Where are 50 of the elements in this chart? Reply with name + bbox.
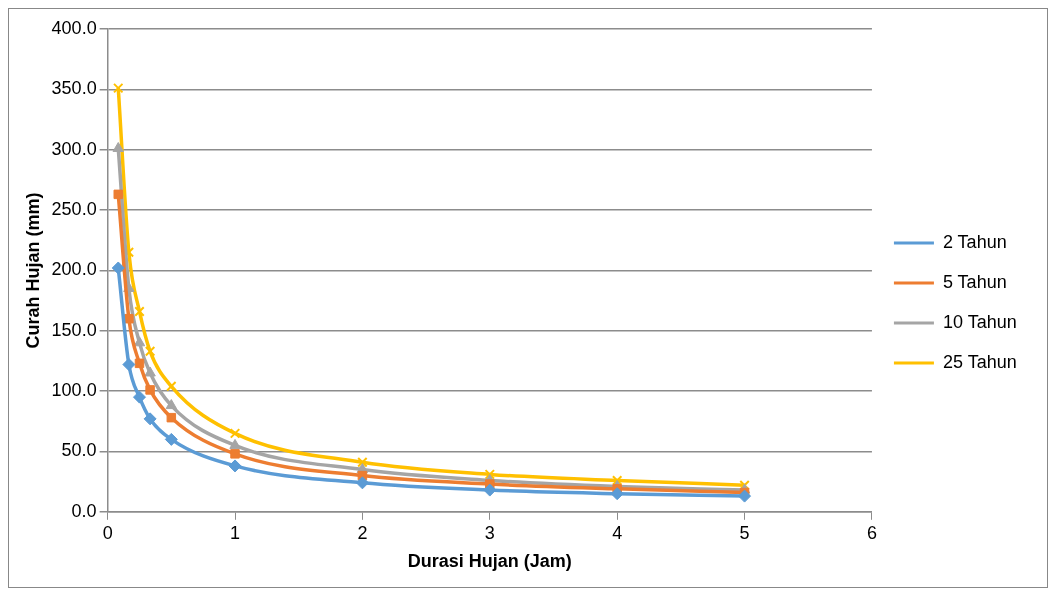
point bbox=[166, 381, 177, 392]
x-tick-label: 5 bbox=[739, 522, 750, 543]
point bbox=[111, 261, 125, 275]
x-tick-label: 4 bbox=[612, 522, 623, 543]
point bbox=[144, 366, 156, 377]
point bbox=[610, 487, 624, 501]
point bbox=[132, 390, 146, 404]
point bbox=[124, 313, 134, 324]
point bbox=[483, 483, 497, 497]
point bbox=[134, 306, 145, 317]
x-tick-label: 2 bbox=[357, 522, 368, 543]
y-tick-label: 200.0 bbox=[51, 259, 97, 280]
point bbox=[738, 489, 752, 503]
point bbox=[112, 141, 124, 152]
point bbox=[145, 385, 155, 395]
point bbox=[164, 432, 178, 446]
point bbox=[122, 358, 136, 372]
point bbox=[484, 469, 496, 480]
point bbox=[144, 346, 156, 357]
point bbox=[355, 476, 369, 490]
y-tick-label: 250.0 bbox=[51, 199, 97, 220]
y-axis-title: Curah Hujan (mm) bbox=[22, 192, 43, 349]
legend-label: 2 Tahun bbox=[942, 231, 1007, 252]
y-tick-label: 0.0 bbox=[71, 500, 97, 521]
point bbox=[143, 412, 157, 426]
y-tick-label: 400.0 bbox=[51, 17, 97, 38]
point bbox=[357, 457, 368, 468]
point bbox=[165, 399, 178, 410]
x-tick-label: 6 bbox=[866, 522, 877, 543]
point bbox=[229, 428, 241, 439]
legend-label: 10 Tahun bbox=[942, 311, 1017, 332]
y-tick-label: 100.0 bbox=[51, 380, 97, 401]
y-tick-label: 350.0 bbox=[51, 78, 97, 99]
point bbox=[113, 82, 124, 94]
point bbox=[230, 449, 240, 459]
legend-label: 25 Tahun bbox=[942, 351, 1017, 372]
x-axis-title: Durasi Hujan (Jam) bbox=[407, 551, 572, 572]
legend-label: 5 Tahun bbox=[942, 271, 1007, 292]
x-tick-label: 1 bbox=[230, 522, 241, 543]
point bbox=[228, 459, 242, 473]
x-tick-label: 3 bbox=[484, 522, 495, 543]
y-tick-label: 50.0 bbox=[61, 440, 97, 461]
x-tick-label: 0 bbox=[102, 522, 113, 543]
y-tick-label: 300.0 bbox=[51, 138, 97, 159]
point bbox=[611, 475, 623, 486]
point bbox=[134, 358, 145, 369]
point bbox=[166, 412, 177, 423]
y-tick-label: 150.0 bbox=[51, 319, 97, 340]
point bbox=[113, 189, 123, 200]
point bbox=[229, 438, 241, 449]
